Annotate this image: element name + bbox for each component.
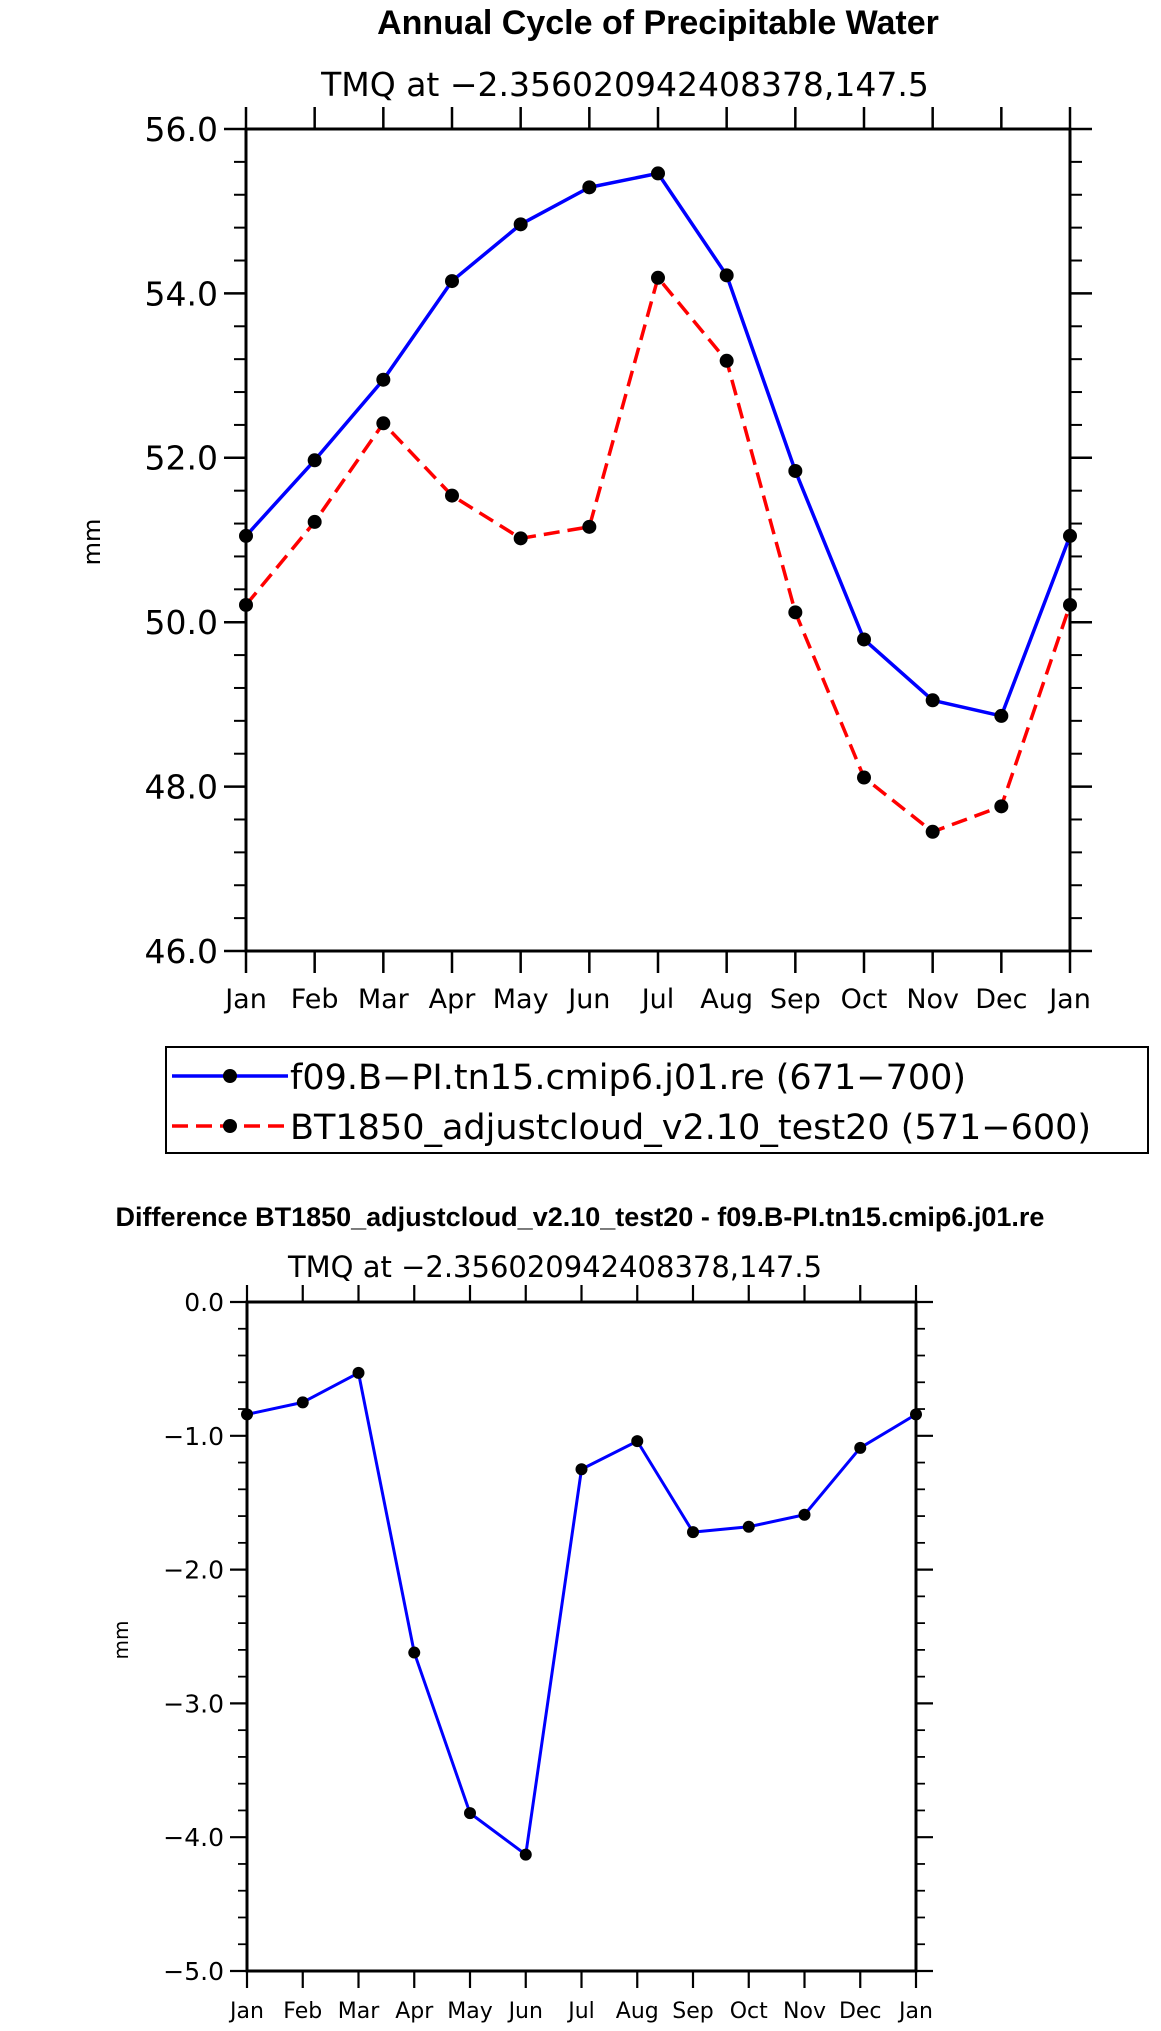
- data-point: [307, 514, 322, 529]
- plot-frame: [245, 1300, 918, 1973]
- data-point: [788, 605, 803, 620]
- x-tick-label: Jul: [566, 1999, 595, 2024]
- y-tick-label: −1.0: [163, 1422, 224, 1451]
- chart1-subtitle: TMQ at −2.356020942408378,147.5: [320, 65, 929, 104]
- data-point: [445, 488, 459, 503]
- data-point: [994, 799, 1009, 814]
- chart2-subtitle: TMQ at −2.356020942408378,147.5: [287, 1250, 822, 1284]
- x-tick-label: Sep: [672, 1999, 713, 2024]
- chart2-title: Difference BT1850_adjustcloud_v2.10_test…: [116, 1202, 1045, 1232]
- data-point: [445, 274, 459, 289]
- chart1-legend: f09.B−PI.tn15.cmip6.j01.re (671−700) BT1…: [165, 1046, 1149, 1154]
- data-point: [631, 1435, 644, 1448]
- chart2-plot: −5.0 −4.0 −3.0 −2.0 −1.0 0.0 Jan Feb Mar Apr May Ju…: [163, 1285, 933, 2024]
- x-tick-label: Jan: [897, 1999, 933, 2024]
- data-point: [719, 268, 734, 283]
- x-tick-label: Mar: [358, 984, 410, 1015]
- y-tick-label: −4.0: [163, 1823, 224, 1852]
- data-point: [788, 463, 803, 478]
- legend-marker-series-2: [223, 1119, 237, 1133]
- x-tick-label: Oct: [730, 1999, 768, 2024]
- chart2-y-axis-label: mm: [109, 1621, 133, 1660]
- data-point: [376, 416, 391, 431]
- y-tick-label: 52.0: [145, 439, 218, 478]
- data-point: [513, 217, 528, 232]
- data-point: [352, 1366, 365, 1379]
- x-tick-label: Aug: [700, 984, 753, 1015]
- x-tick-label: Dec: [975, 984, 1027, 1015]
- data-point: [296, 1396, 309, 1409]
- x-tick-label: Mar: [338, 1999, 380, 2024]
- data-point: [513, 531, 528, 546]
- y-tick-label: 54.0: [145, 274, 218, 313]
- x-tick-label: Jan: [1047, 984, 1091, 1015]
- x-tick-label: Aug: [616, 1999, 659, 2024]
- legend-marker-series-1: [223, 1069, 237, 1083]
- x-tick-label: Apr: [429, 984, 477, 1015]
- chart1-y-axis-label: mm: [78, 519, 106, 566]
- data-point: [575, 1463, 588, 1476]
- y-tick-label: −5.0: [163, 1957, 224, 1986]
- y-tick-label: 50.0: [145, 603, 218, 642]
- series-line-1: [246, 1371, 917, 1857]
- legend-label-series-1: f09.B−PI.tn15.cmip6.j01.re (671−700): [290, 1058, 966, 1098]
- data-point: [582, 519, 597, 534]
- x-tick-label: Sep: [770, 984, 821, 1015]
- data-point: [464, 1807, 476, 1820]
- x-tick-label: Apr: [395, 1999, 434, 2024]
- x-tick-label: May: [447, 1999, 492, 2024]
- data-point: [742, 1520, 755, 1533]
- chart1-plot: 46.0 48.0 50.0 52.0 54.0 56.0 Jan Feb Mar Apr May J…: [145, 107, 1092, 1015]
- x-tick-label: Jan: [228, 1999, 264, 2024]
- data-point: [239, 597, 253, 612]
- x-tick-label: Dec: [839, 1999, 882, 2024]
- chart1-title: Annual Cycle of Precipitable Water: [377, 4, 939, 42]
- data-point: [408, 1646, 421, 1659]
- x-tick-label: Nov: [783, 1999, 826, 2024]
- data-point: [798, 1508, 811, 1521]
- data-point: [239, 528, 253, 543]
- data-point: [376, 372, 391, 387]
- x-tick-label: Jun: [566, 984, 610, 1015]
- x-tick-label: Nov: [906, 984, 959, 1015]
- x-tick-label: Oct: [841, 984, 888, 1015]
- legend-label-series-2: BT1850_adjustcloud_v2.10_test20 (571−600…: [290, 1108, 1091, 1148]
- data-point: [857, 770, 871, 785]
- data-point: [857, 632, 871, 647]
- data-point: [925, 693, 940, 708]
- data-point: [519, 1848, 532, 1861]
- data-point: [719, 353, 734, 368]
- x-tick-label: May: [493, 984, 549, 1015]
- data-point: [687, 1526, 699, 1539]
- plot-frame: [244, 127, 1072, 953]
- y-tick-label: −2.0: [163, 1556, 224, 1585]
- y-tick-label: −3.0: [163, 1689, 224, 1718]
- data-point: [925, 824, 940, 839]
- data-point: [307, 453, 322, 468]
- data-point: [994, 708, 1009, 723]
- y-tick-label: 56.0: [145, 110, 218, 149]
- x-tick-label: Jun: [507, 1999, 543, 2024]
- y-tick-label: 0.0: [184, 1288, 224, 1317]
- x-tick-label: Feb: [283, 1999, 322, 2024]
- data-point: [1063, 597, 1077, 612]
- data-point: [582, 180, 597, 195]
- data-point: [651, 270, 665, 285]
- x-tick-label: Jul: [640, 984, 675, 1015]
- series-line-2: [244, 276, 1072, 834]
- data-point: [910, 1408, 922, 1421]
- legend-frame: [165, 1046, 1149, 1154]
- x-tick-label: Feb: [291, 984, 339, 1015]
- data-point: [854, 1441, 867, 1454]
- data-point: [241, 1408, 253, 1421]
- data-point: [651, 166, 665, 181]
- y-tick-label: 48.0: [145, 767, 218, 806]
- data-point: [1063, 528, 1077, 543]
- x-tick-label: Jan: [223, 984, 267, 1015]
- y-tick-label: 46.0: [145, 932, 218, 971]
